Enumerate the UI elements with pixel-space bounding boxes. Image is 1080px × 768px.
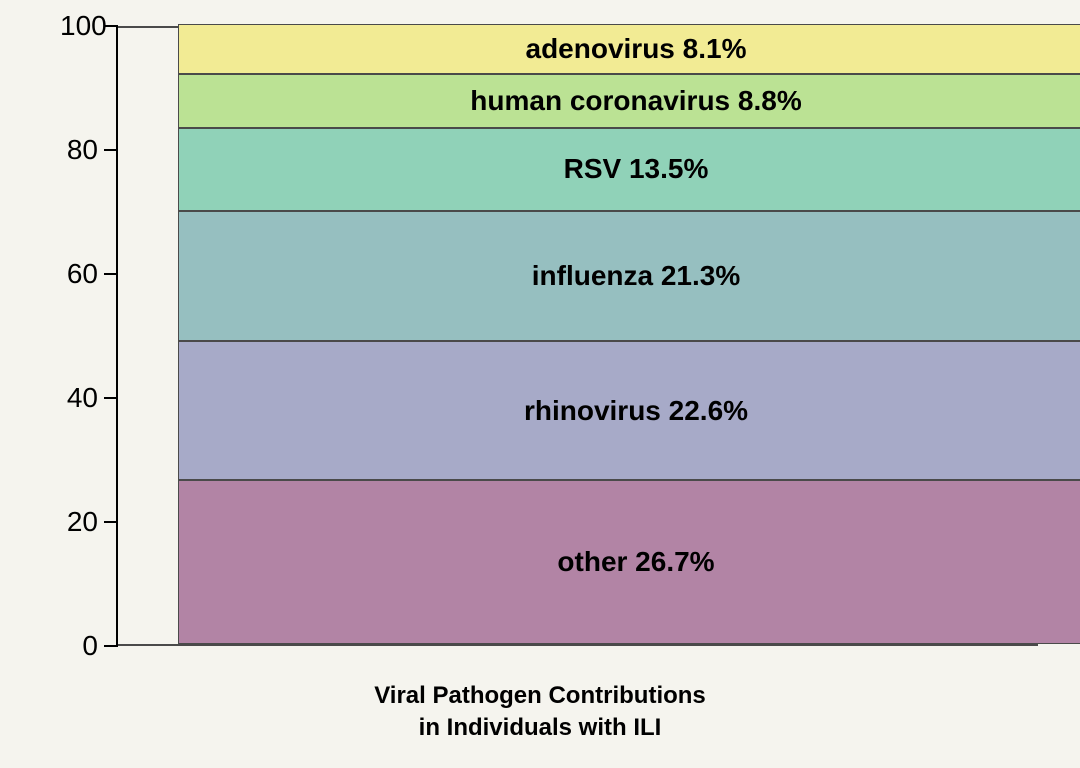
segment-label: other 26.7% <box>557 546 714 578</box>
segment-other: other 26.7% <box>178 480 1080 644</box>
y-tick-label: 0 <box>60 630 98 662</box>
segment-label: rhinovirus 22.6% <box>524 395 748 427</box>
caption-line-1: Viral Pathogen Contributions <box>374 682 706 709</box>
y-tick <box>104 521 118 523</box>
plot-area: other 26.7% rhinovirus 22.6% influenza 21.… <box>118 26 1038 646</box>
bar-stack: other 26.7% rhinovirus 22.6% influenza 21.… <box>178 24 1080 644</box>
y-tick-label: 20 <box>60 506 98 538</box>
stacked-bar-chart: 020406080100 other 26.7%rhinovirus 22.6%… <box>60 12 1060 652</box>
segment-adenovirus: adenovirus 8.1% <box>178 24 1080 74</box>
segment-rsv: RSV 13.5% <box>178 128 1080 211</box>
chart-caption: Viral Pathogen Contributions in Individu… <box>0 680 1080 745</box>
y-tick-label: 40 <box>60 382 98 414</box>
y-tick <box>104 645 118 647</box>
segment-label: RSV 13.5% <box>564 153 709 185</box>
y-tick <box>104 397 118 399</box>
segment-human-coronavirus: human coronavirus 8.8% <box>178 74 1080 128</box>
y-tick <box>104 273 118 275</box>
segment-label: adenovirus 8.1% <box>526 33 747 65</box>
segment-label: human coronavirus 8.8% <box>470 85 801 117</box>
caption-line-2: in Individuals with ILI <box>419 714 662 741</box>
segment-label: influenza 21.3% <box>532 260 741 292</box>
segment-rhinovirus: rhinovirus 22.6% <box>178 341 1080 480</box>
y-tick-label: 100 <box>60 10 98 42</box>
y-tick-label: 80 <box>60 134 98 166</box>
y-tick-label: 60 <box>60 258 98 290</box>
y-tick <box>104 149 118 151</box>
segment-influenza: influenza 21.3% <box>178 211 1080 342</box>
